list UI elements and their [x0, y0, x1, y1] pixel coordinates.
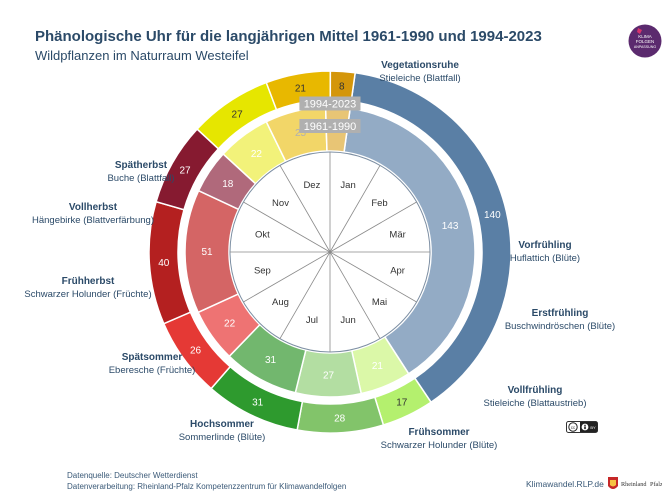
inner-value-label: 18	[222, 179, 234, 190]
phase-plant: Buschwindröschen (Blüte)	[505, 321, 615, 332]
inner-value-label: 143	[442, 221, 459, 232]
ring-label-inner: 1961-1990	[304, 121, 357, 133]
outer-value-label: 17	[396, 398, 408, 409]
inner-value-label: 27	[323, 371, 335, 382]
rheinland-pfalz-logo: Rheinland Pfalz	[608, 477, 662, 489]
phase-plant: Hängebirke (Blattverfärbung)	[32, 215, 154, 226]
month-label: Nov	[272, 198, 289, 209]
chart-title: Phänologische Uhr für die langjährigen M…	[35, 28, 542, 45]
phase-name: Vorfrühling	[518, 240, 571, 251]
month-divider	[329, 251, 381, 339]
phase-name: Spätsommer	[122, 352, 183, 363]
outer-value-label: 27	[179, 166, 191, 177]
phase-plant: Huflattich (Blüte)	[510, 253, 580, 264]
outer-segment-hochsommer	[148, 200, 192, 325]
phase-name: Frühsommer	[408, 427, 469, 438]
inner-value-label: 21	[372, 361, 384, 372]
logo-line-2: FOLGEN	[636, 39, 655, 44]
ring-labels: 1994-2023 1961-1990	[299, 96, 361, 133]
phase-plant: Sommerlinde (Blüte)	[179, 432, 266, 443]
month-divider	[329, 251, 417, 303]
ring-label-outer: 1994-2023	[304, 99, 357, 111]
inner-value-label: 22	[224, 319, 236, 330]
klimawandel-logo: KLIMA FOLGEN ANPASSUNG	[628, 24, 662, 58]
outer-value-label: 8	[339, 81, 345, 92]
cc-license-badge: cc BY	[566, 421, 598, 433]
outer-value-label: 140	[484, 210, 501, 221]
inner-value-label: 22	[251, 149, 263, 160]
svg-text:Pfalz: Pfalz	[650, 481, 662, 488]
outer-value-label: 31	[252, 398, 264, 409]
outer-ring-1994-2023: 140 17 28 31 26 40 27 27 21 8	[148, 70, 512, 434]
month-label: Mai	[372, 297, 387, 308]
phase-name: Vegetationsruhe	[381, 60, 459, 71]
outer-value-label: 27	[232, 109, 244, 120]
month-label: Jul	[306, 315, 318, 326]
phase-name: Vollfrühling	[508, 385, 563, 396]
data-processing-line: Datenverarbeitung: Rheinland-Pfalz Kompe…	[67, 482, 347, 491]
month-label: Aug	[272, 297, 289, 308]
month-divider	[243, 201, 331, 253]
data-source-line: Datenquelle: Deutscher Wetterdienst	[67, 471, 198, 480]
month-label: Apr	[390, 266, 405, 277]
logo-line-1: KLIMA	[638, 34, 652, 39]
month-dial: Jan Feb Mär Apr Mai Jun Jul Aug Sep Okt Nov Dez	[229, 151, 431, 353]
phase-name: Frühherbst	[62, 276, 115, 287]
phase-name: Erstfrühling	[532, 308, 589, 319]
outer-value-label: 28	[334, 414, 346, 425]
phase-plant: Stieleiche (Blattfall)	[379, 73, 460, 84]
phase-plant: Schwarzer Holunder (Früchte)	[24, 289, 151, 300]
inner-value-label: 31	[265, 355, 277, 366]
phase-plant: Schwarzer Holunder (Blüte)	[381, 440, 498, 451]
website-link[interactable]: Klimawandel.RLP.de	[526, 479, 604, 489]
phase-name: Spätherbst	[115, 160, 168, 171]
outer-value-label: 40	[158, 258, 170, 269]
month-label: Sep	[254, 266, 271, 277]
month-divider	[279, 251, 331, 339]
data-source: Datenquelle: Deutscher Wetterdienst Date…	[67, 470, 346, 492]
month-label: Dez	[303, 180, 320, 191]
inner-ring-1961-1990: 143212731225118222510	[184, 106, 476, 398]
month-divider	[279, 165, 331, 253]
chart-subtitle: Wildpflanzen im Naturraum Westeifel	[35, 48, 249, 63]
inner-value-label: 51	[201, 247, 213, 258]
phase-plant: Eberesche (Früchte)	[109, 365, 196, 376]
inner-segment-vegetationsruhe	[343, 107, 476, 375]
phase-name: Hochsommer	[190, 419, 254, 430]
ring-label-outer-box	[299, 96, 361, 111]
phase-labels: Vegetationsruhe Stieleiche (Blattfall) Vor…	[24, 60, 615, 451]
phase-plant: Buche (Blattfall)	[107, 173, 174, 184]
inner-value-label: 25	[295, 128, 307, 139]
phase-plant: Stieleiche (Blattaustrieb)	[484, 398, 587, 409]
month-divider	[243, 251, 331, 303]
month-divider	[329, 201, 417, 253]
month-label: Jan	[340, 180, 355, 191]
svg-text:BY: BY	[590, 425, 596, 430]
ring-label-inner-box	[299, 119, 361, 133]
outer-value-label: 26	[190, 346, 202, 357]
logo-line-3: ANPASSUNG	[634, 45, 657, 49]
month-label: Feb	[371, 198, 387, 209]
month-label: Okt	[255, 229, 270, 240]
month-label: Mär	[389, 229, 405, 240]
svg-text:cc: cc	[571, 425, 575, 430]
month-divider	[329, 165, 381, 253]
outer-value-label: 21	[295, 84, 307, 95]
month-label: Jun	[340, 315, 355, 326]
svg-text:Rheinland: Rheinland	[621, 481, 647, 488]
phase-name: Vollherbst	[69, 202, 118, 213]
